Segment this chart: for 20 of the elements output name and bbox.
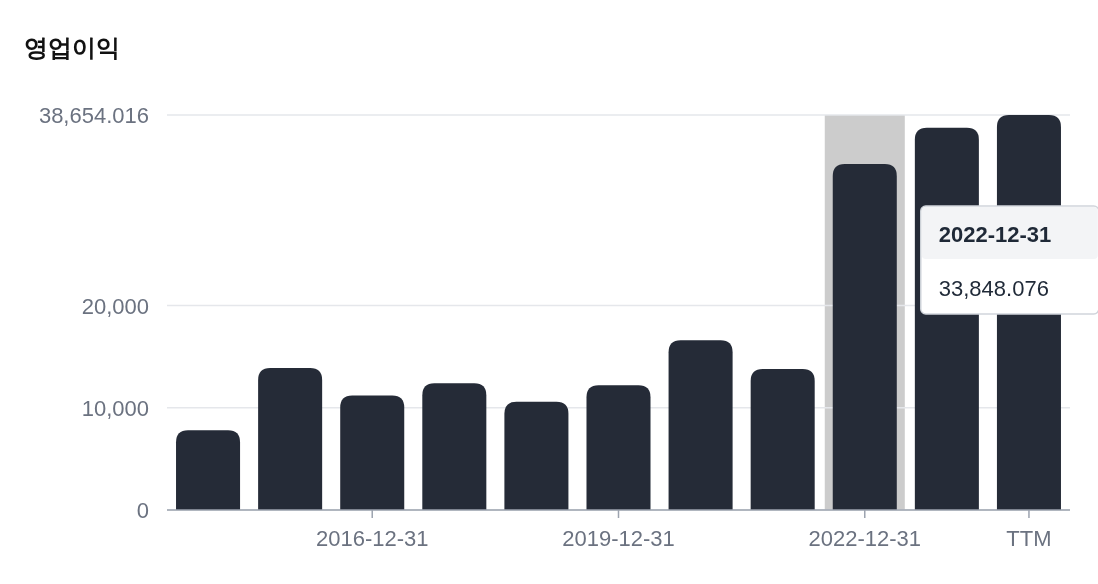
tooltip: 2022-12-31 33,848.076 [920,205,1098,315]
bar [258,367,323,510]
y-tick-label: 20,000 [81,293,149,319]
bar [176,430,241,510]
x-tick-label: TTM [1006,526,1052,551]
y-tick-label: 10,000 [81,395,149,421]
annotation: 33,848.076 [938,276,1049,301]
x-tick-label: 2022-12-31 [808,526,922,551]
y-tick-label: 38,654.016 [38,103,149,128]
bar [750,368,815,510]
chart-title: 영업이익 [24,34,120,61]
x-tick-label: 2019-12-31 [562,526,675,551]
x-tick-label: 2016-12-31 [315,526,429,551]
bar [586,385,651,510]
bar [340,395,405,510]
bar [668,340,733,510]
bar [422,383,487,510]
bar [504,401,569,510]
annotation: 2022-12-31 [938,222,1052,247]
y-tick-label: 0 [136,498,149,523]
